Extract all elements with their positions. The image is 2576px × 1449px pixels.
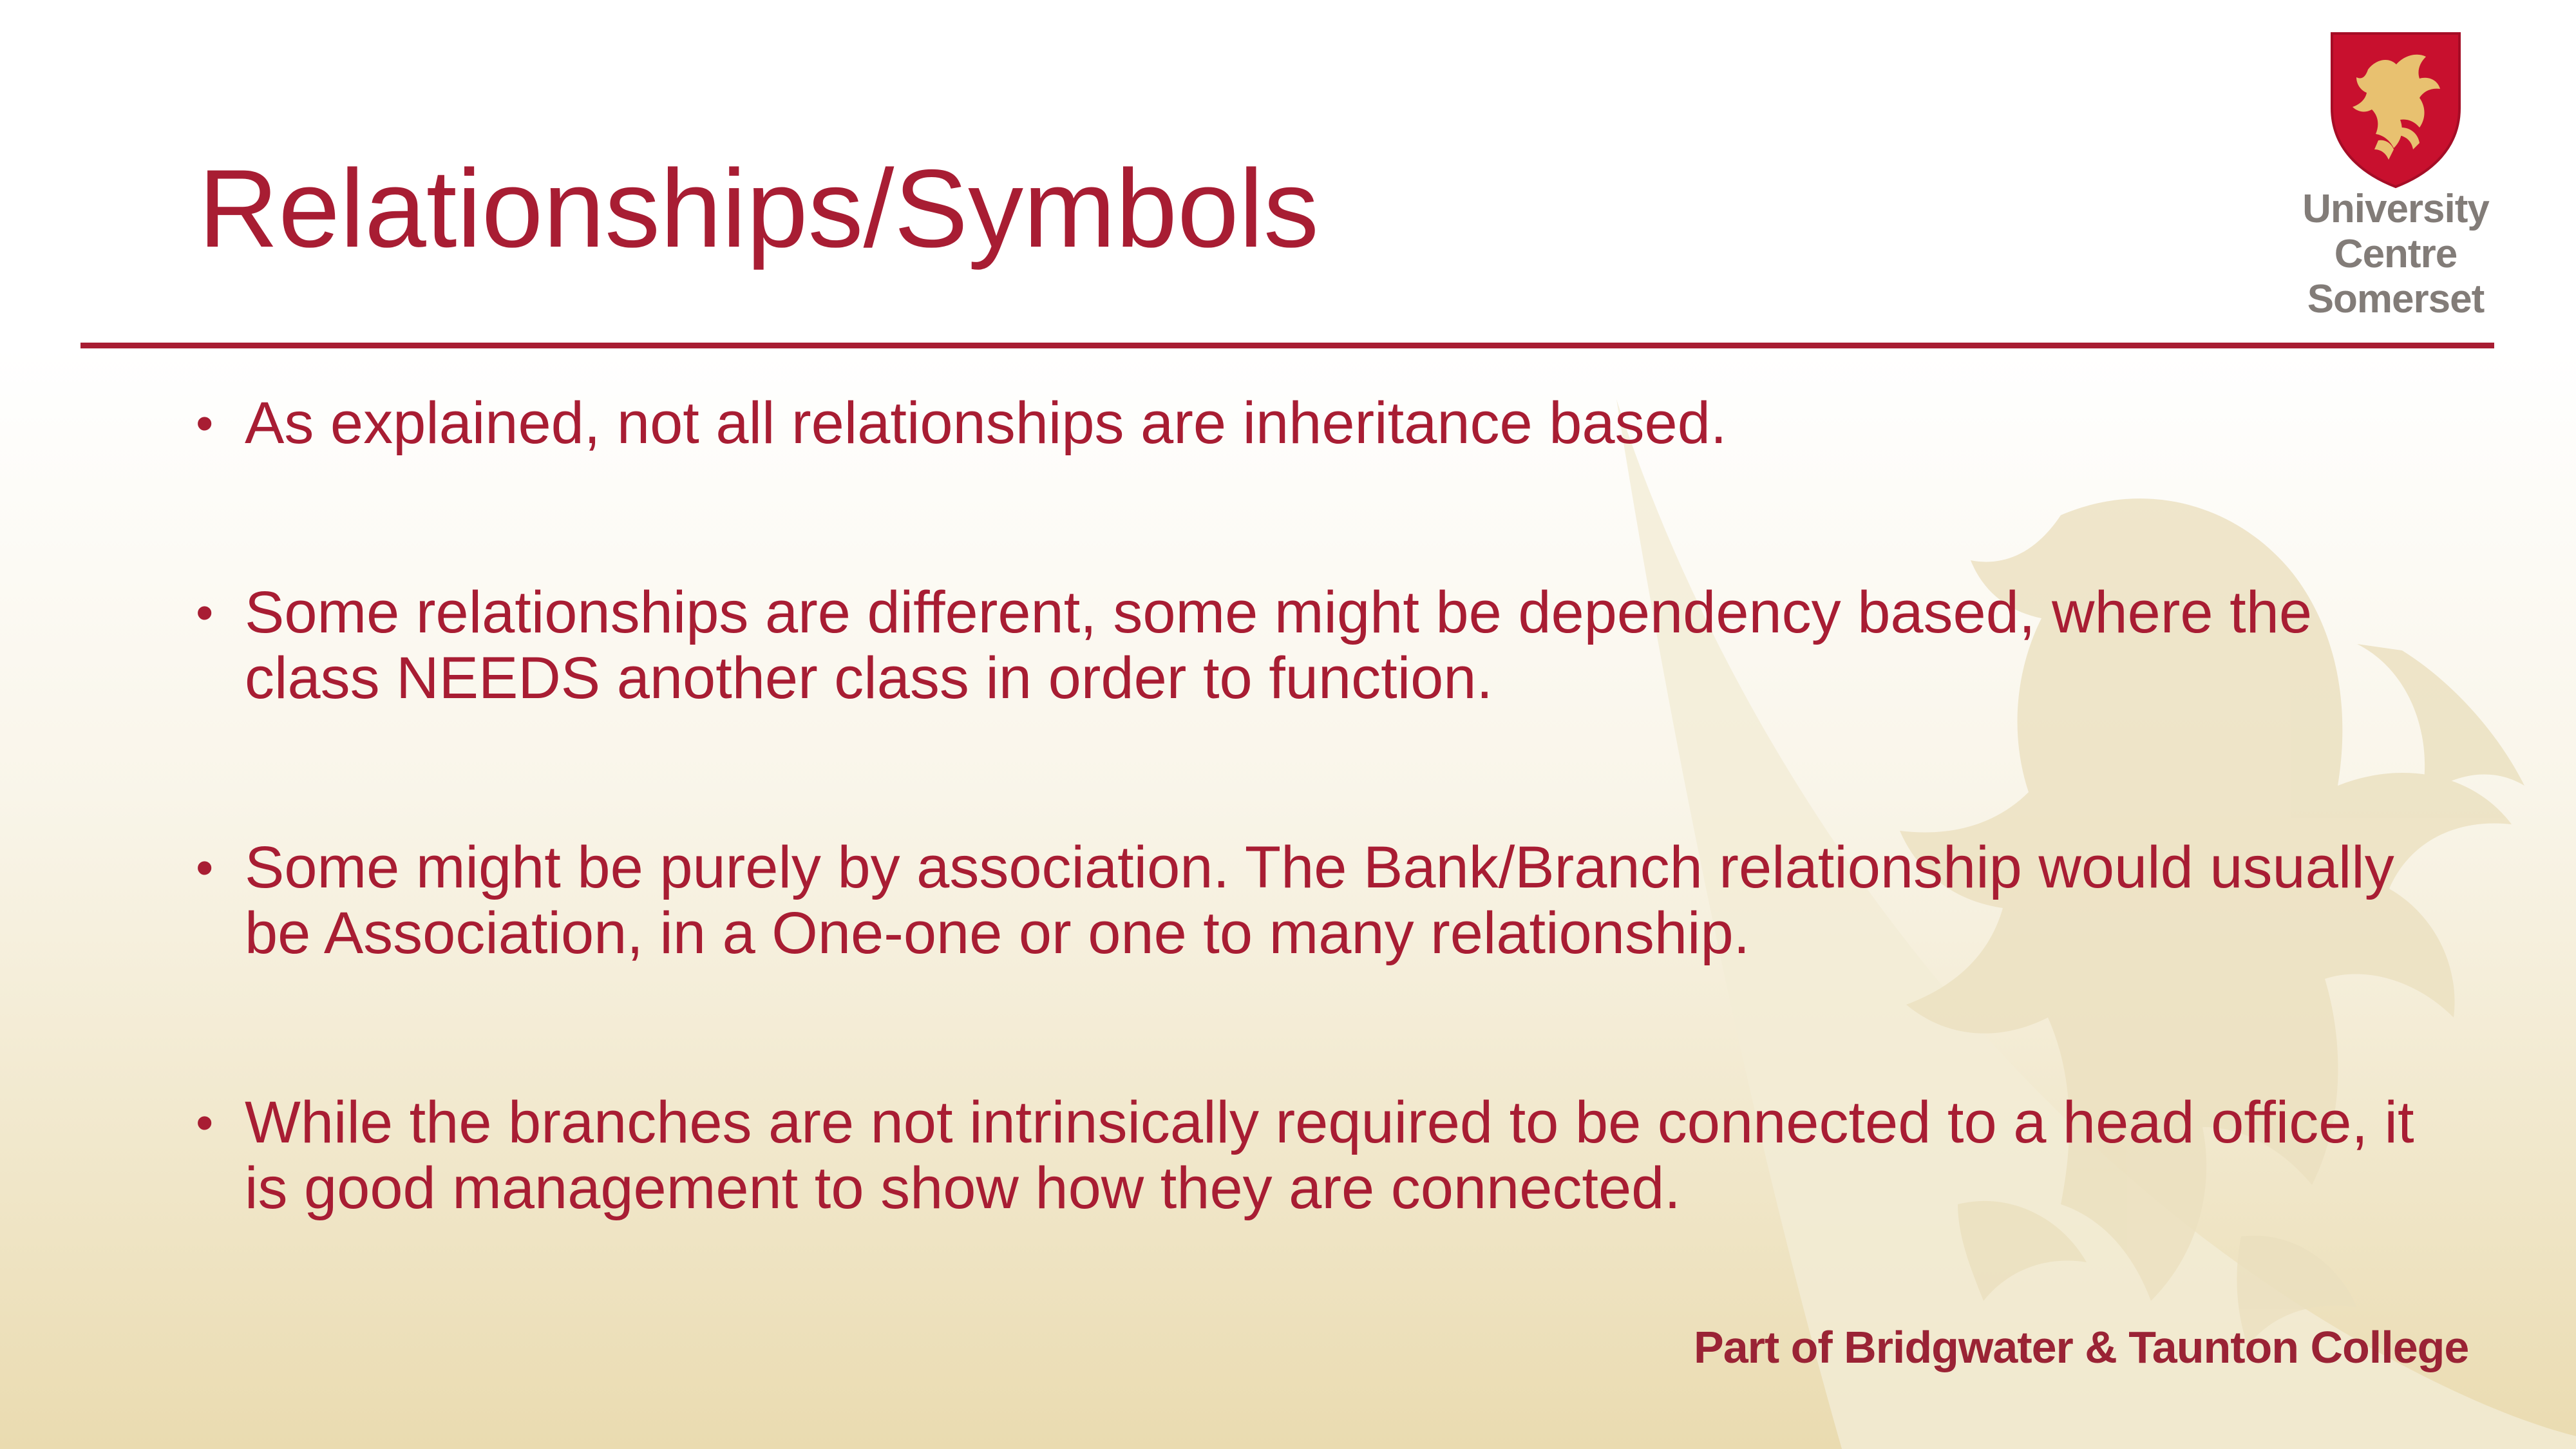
logo-line-somerset: Somerset — [2307, 277, 2485, 321]
logo-wordmark: University Centre Somerset — [2293, 187, 2499, 322]
slide-title: Relationships/Symbols — [198, 147, 1319, 270]
bullet-item: While the branches are not intrinsically… — [193, 1090, 2421, 1221]
bullet-item: Some relationships are different, some m… — [193, 580, 2421, 711]
dragon-shield-icon — [2331, 32, 2461, 189]
logo-line-university: University — [2302, 187, 2490, 231]
bullet-item: Some might be purely by association. The… — [193, 835, 2421, 966]
logo-line-centre: Centre — [2334, 232, 2458, 276]
university-centre-somerset-logo: University Centre Somerset — [2293, 26, 2499, 322]
footer-college-name: Part of Bridgwater & Taunton College — [1694, 1322, 2469, 1372]
bullet-item: As explained, not all relationships are … — [193, 390, 2421, 456]
title-divider — [80, 343, 2494, 348]
